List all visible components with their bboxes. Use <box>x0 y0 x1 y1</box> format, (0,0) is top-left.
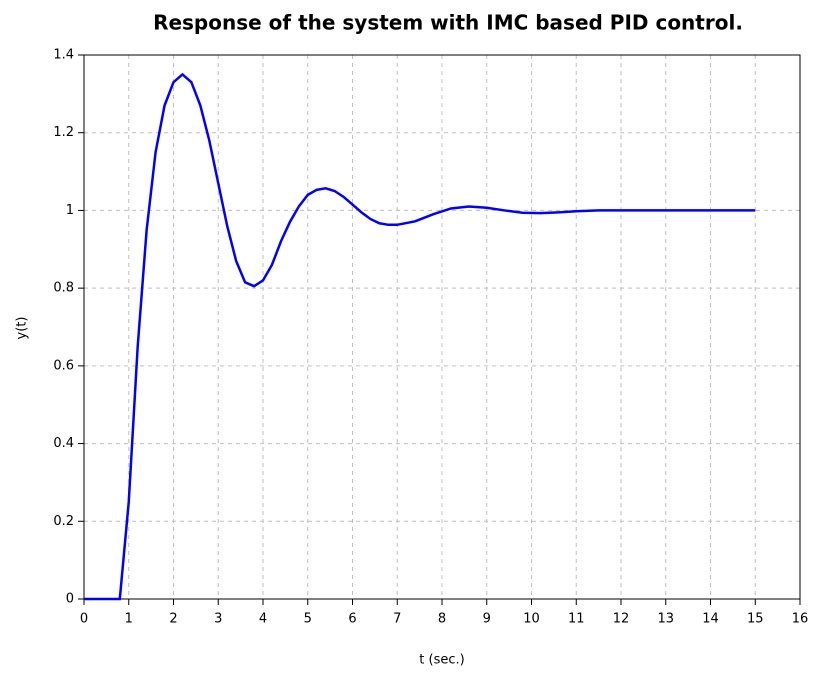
y-tick-label: 0 <box>66 592 74 607</box>
x-tick-label: 12 <box>613 612 630 627</box>
x-tick-label: 1 <box>125 612 133 627</box>
y-tick-label: 1 <box>66 203 74 218</box>
x-tick-label: 14 <box>702 612 719 627</box>
y-tick-label: 1.4 <box>53 48 74 63</box>
x-tick-label: 16 <box>792 612 809 627</box>
y-tick-label: 0.4 <box>53 436 74 451</box>
y-tick-label: 1.2 <box>53 125 74 140</box>
x-tick-label: 5 <box>304 612 312 627</box>
y-tick-label: 0.8 <box>53 281 74 296</box>
x-tick-label: 4 <box>259 612 267 627</box>
y-axis-label: y(t) <box>15 317 30 340</box>
y-tick-label: 0.6 <box>53 358 74 373</box>
x-tick-label: 7 <box>393 612 401 627</box>
x-tick-label: 11 <box>568 612 585 627</box>
x-tick-label: 13 <box>657 612 674 627</box>
x-axis-label: t (sec.) <box>419 653 464 668</box>
x-tick-label: 15 <box>747 612 764 627</box>
chart-title: Response of the system with IMC based PI… <box>153 11 743 35</box>
x-tick-label: 8 <box>438 612 446 627</box>
x-tick-label: 9 <box>483 612 491 627</box>
x-tick-label: 3 <box>214 612 222 627</box>
x-tick-label: 0 <box>80 612 88 627</box>
x-tick-label: 6 <box>348 612 356 627</box>
line-series <box>84 72 756 601</box>
x-tick-label: 2 <box>169 612 177 627</box>
plot-frame <box>83 54 801 600</box>
y-tick-label: 0.2 <box>53 514 74 529</box>
x-tick-label: 10 <box>523 612 540 627</box>
